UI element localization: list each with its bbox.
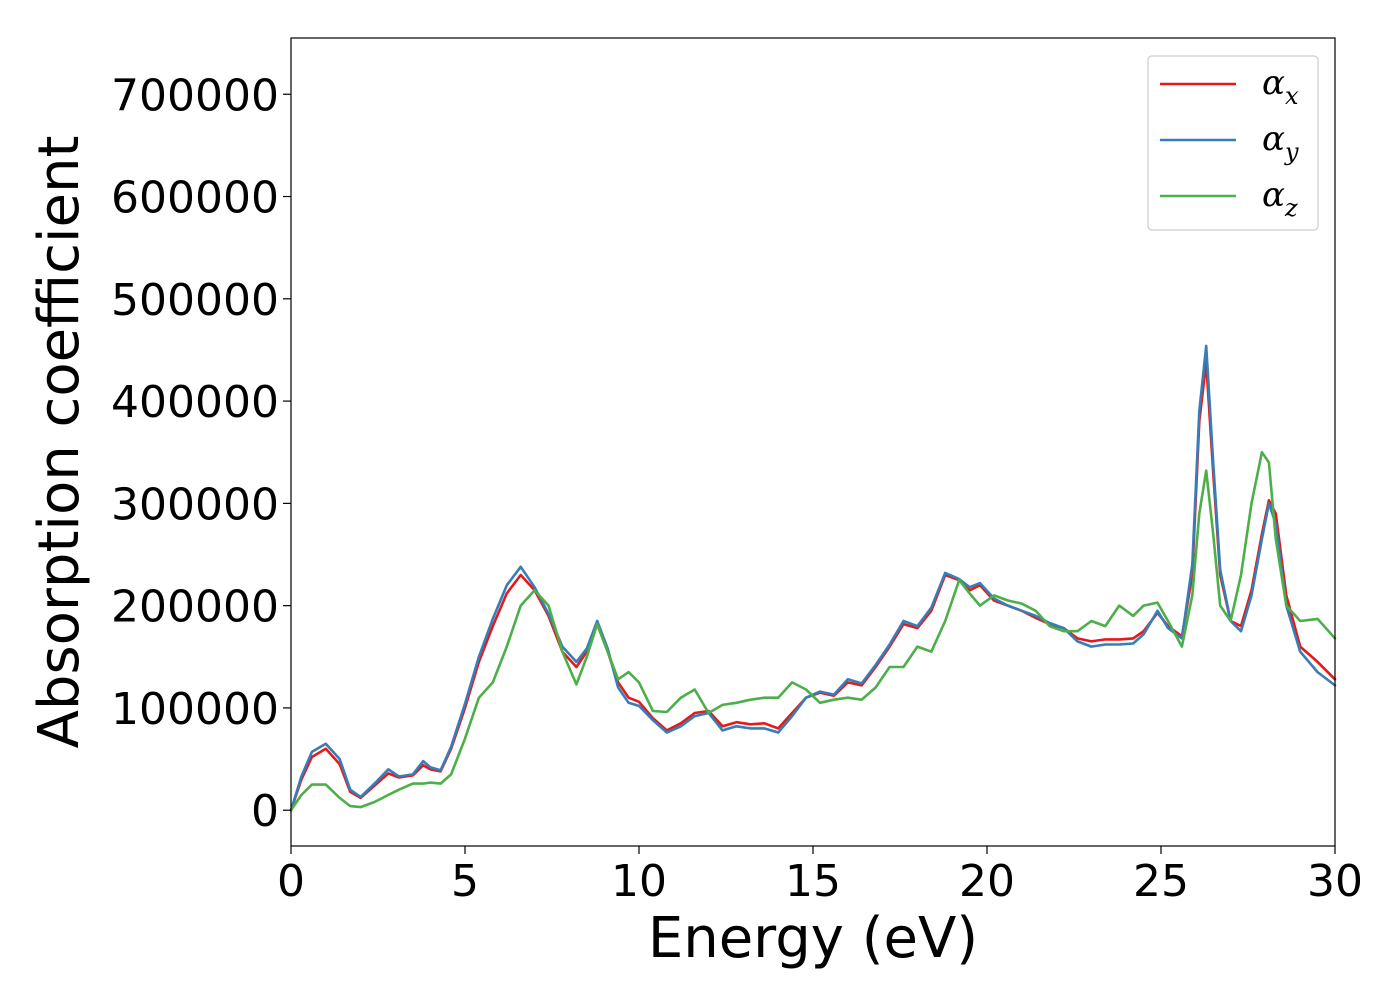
y-tick-label: 300000 [111,479,279,530]
y-tick-label: 700000 [111,70,279,121]
legend-box [1147,55,1319,231]
y-tick-label: 500000 [111,275,279,326]
x-tick-label: 20 [959,856,1015,907]
x-tick-label: 5 [451,856,479,907]
series-line-z [289,450,1337,812]
legend-label-y: αy [1262,119,1299,166]
y-tick-label: 0 [251,786,279,837]
y-axis-title: Absorption coefficient [27,136,92,749]
x-axis-title: Energy (eV) [648,906,978,971]
y-tick-label: 200000 [111,582,279,633]
series-layer [289,344,1337,812]
y-tick-label: 400000 [111,377,279,428]
legend-label-x: αx [1262,63,1299,110]
x-tick-label: 30 [1307,856,1363,907]
y-axis: 0 100000 200000 300000 400000 500000 600000 700… [111,70,291,837]
x-tick-label: 15 [785,856,841,907]
x-axis: 0 5 10 15 20 25 30 [277,846,1363,907]
legend: αx αy αz [1147,55,1319,231]
x-tick-label: 25 [1133,856,1189,907]
legend-label-z: αz [1262,175,1298,222]
x-tick-label: 0 [277,856,305,907]
x-tick-label: 10 [611,856,667,907]
y-tick-label: 100000 [111,684,279,735]
y-tick-label: 600000 [111,173,279,224]
series-line-y [289,344,1337,812]
